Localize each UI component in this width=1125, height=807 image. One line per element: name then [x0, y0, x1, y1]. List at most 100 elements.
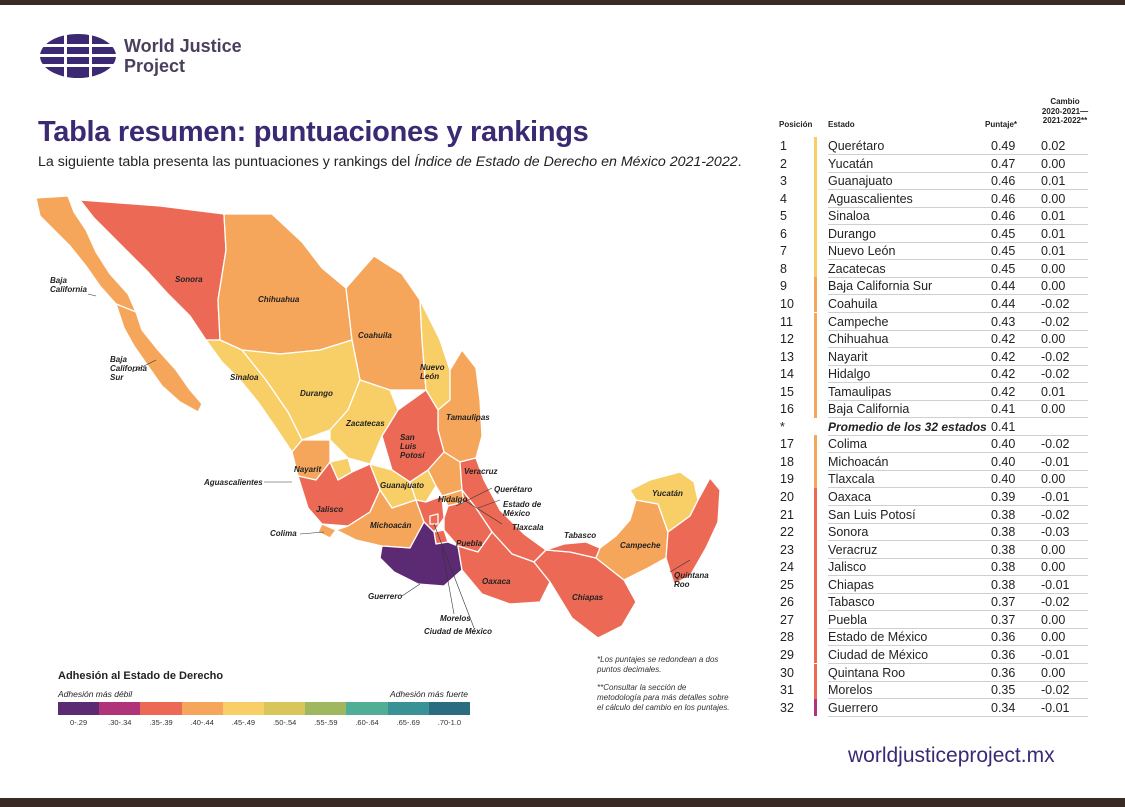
legend-bin-label: .65-.69 — [396, 718, 420, 727]
bottom-border — [0, 798, 1125, 807]
map-state-baja-california-sur — [115, 303, 203, 413]
row-divider — [828, 505, 1088, 506]
row-position: 28 — [780, 630, 794, 645]
row-divider — [828, 347, 1088, 349]
website-url[interactable]: worldjusticeproject.mx — [848, 744, 1055, 767]
org-name: World Justice Project — [124, 36, 242, 76]
row-change: 0.00 — [1041, 279, 1066, 294]
table-row-average: * Promedio de los 32 estados 0.41 — [777, 418, 1088, 436]
table-row: 6 Durango 0.45 0.01 — [777, 224, 1088, 243]
row-score: 0.42 — [991, 332, 1016, 347]
header-change: Cambio 2020-2021— 2021-2022** — [1035, 97, 1095, 126]
table-row: 4 Aguascalientes 0.46 0.00 — [777, 189, 1088, 208]
table-row: 24 Jalisco 0.38 0.00 — [777, 558, 1088, 577]
row-divider — [828, 294, 1088, 296]
table-row: 32 Guerrero 0.34 -0.01 — [777, 698, 1088, 717]
row-position: 2 — [780, 156, 787, 171]
table-row: 18 Michoacán 0.40 -0.01 — [777, 452, 1088, 471]
row-color-swatch — [814, 593, 817, 611]
row-divider — [828, 522, 1088, 524]
label-san-luis-potosi: San Luis Potosí — [400, 433, 426, 460]
subtitle-suffix: . — [737, 154, 742, 170]
row-position: 4 — [780, 191, 787, 206]
legend-bin-label: .60-.64 — [355, 718, 379, 727]
row-state: Baja California Sur — [828, 279, 933, 294]
map-state-queretaro — [409, 469, 437, 503]
label-tlaxcala: Tlaxcala — [512, 523, 544, 532]
row-change: -0.02 — [1041, 314, 1070, 329]
row-state: Campeche — [828, 314, 889, 329]
row-color-swatch — [814, 645, 817, 664]
row-state: Promedio de los 32 estados — [828, 419, 987, 434]
row-divider — [828, 399, 1088, 401]
legend-swatch — [387, 702, 429, 715]
row-score: 0.34 — [991, 700, 1016, 715]
table-row: 25 Chiapas 0.38 -0.01 — [777, 575, 1088, 594]
legend-bin-label: 0-.29 — [70, 718, 88, 727]
row-score: 0.45 — [991, 226, 1016, 241]
row-position: 7 — [780, 244, 787, 259]
label-campeche: Campeche — [620, 541, 661, 550]
row-divider — [828, 241, 1088, 243]
label-veracruz: Veracruz — [464, 467, 498, 476]
table-row: 16 Baja California 0.41 0.00 — [777, 400, 1088, 419]
table-row: 9 Baja California Sur 0.44 0.00 — [777, 277, 1088, 296]
legend-weak-label: Adhesión más débil — [58, 689, 133, 699]
map-state-quintana-roo — [665, 477, 721, 585]
row-divider — [828, 592, 1088, 594]
row-change: 0.00 — [1041, 542, 1066, 557]
row-change: -0.01 — [1041, 490, 1070, 504]
row-color-swatch — [814, 558, 817, 576]
row-position: 25 — [780, 577, 794, 592]
row-position: 22 — [780, 525, 794, 540]
row-change: 0.01 — [1041, 244, 1066, 259]
row-state: Querétaro — [828, 139, 885, 153]
row-change: -0.02 — [1041, 349, 1070, 364]
table-row: 20 Oaxaca 0.39 -0.01 — [777, 488, 1088, 506]
row-score: 0.46 — [991, 209, 1016, 224]
legend-bin-label: .40-.44 — [190, 718, 214, 727]
row-color-swatch — [814, 294, 817, 313]
row-change: -0.01 — [1041, 577, 1070, 592]
row-divider — [828, 452, 1088, 454]
row-score: 0.44 — [991, 279, 1016, 294]
row-divider — [828, 698, 1088, 700]
table-row: 27 Puebla 0.37 0.00 — [777, 610, 1088, 629]
table-row: 29 Ciudad de México 0.36 -0.01 — [777, 645, 1088, 664]
row-color-swatch — [814, 172, 817, 190]
table-row: 23 Veracruz 0.38 0.00 — [777, 540, 1088, 559]
label-ciudad-de-mexico: Ciudad de México — [424, 627, 492, 636]
row-state: Puebla — [828, 612, 867, 627]
row-color-swatch — [814, 540, 817, 559]
row-state: Aguascalientes — [828, 191, 913, 206]
table-row: 14 Hidalgo 0.42 -0.02 — [777, 365, 1088, 384]
row-score: 0.42 — [991, 349, 1016, 364]
legend-strong-label: Adhesión más fuerte — [390, 689, 468, 699]
row-position: 1 — [780, 139, 787, 153]
row-score: 0.40 — [991, 472, 1016, 487]
row-change: 0.00 — [1041, 472, 1066, 487]
row-state: Nuevo León — [828, 244, 896, 259]
row-divider — [828, 469, 1088, 471]
row-color-swatch — [814, 259, 817, 278]
table-row: 12 Chihuahua 0.42 0.00 — [777, 330, 1088, 349]
row-divider — [828, 382, 1088, 384]
row-color-swatch — [814, 189, 817, 208]
map-leader-lines — [87, 293, 691, 629]
row-score: 0.36 — [991, 647, 1016, 662]
row-color-swatch — [814, 347, 817, 366]
row-score: 0.49 — [991, 139, 1016, 153]
row-color-swatch — [814, 698, 817, 717]
row-change: 0.00 — [1041, 402, 1066, 417]
row-score: 0.43 — [991, 314, 1016, 329]
row-state: Oaxaca — [828, 490, 872, 504]
label-nuevo-leon: Nuevo León — [420, 363, 445, 381]
row-score: 0.37 — [991, 595, 1016, 610]
label-puebla: Puebla — [456, 539, 483, 548]
row-state: Coahuila — [828, 296, 878, 311]
label-sinaloa: Sinaloa — [230, 373, 259, 382]
row-score: 0.42 — [991, 384, 1016, 399]
row-change: 0.02 — [1041, 139, 1066, 153]
row-score: 0.41 — [991, 419, 1016, 434]
row-position: 6 — [780, 226, 787, 241]
